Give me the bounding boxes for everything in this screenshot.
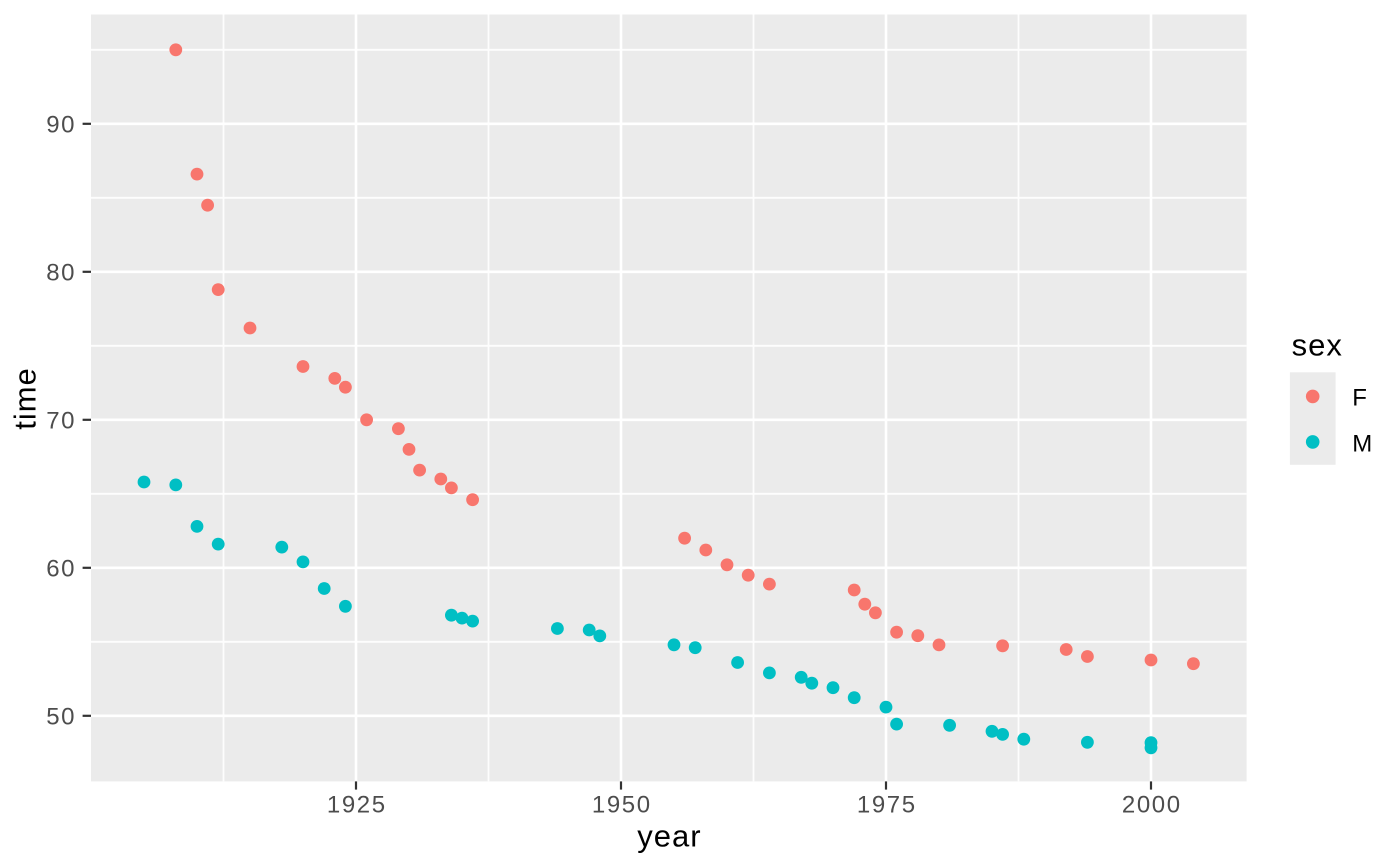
svg-text:70: 70 [46, 408, 76, 435]
svg-text:year: year [637, 819, 701, 854]
svg-text:90: 90 [46, 112, 76, 139]
svg-text:2000: 2000 [1122, 792, 1182, 819]
svg-text:80: 80 [46, 260, 76, 287]
svg-text:1975: 1975 [857, 792, 917, 819]
svg-text:sex: sex [1292, 328, 1343, 363]
svg-text:1950: 1950 [592, 792, 652, 819]
svg-text:50: 50 [46, 704, 76, 731]
svg-text:M: M [1352, 430, 1372, 457]
svg-text:time: time [8, 367, 43, 430]
svg-text:60: 60 [46, 556, 76, 583]
svg-text:F: F [1352, 385, 1367, 412]
svg-text:1925: 1925 [327, 792, 387, 819]
